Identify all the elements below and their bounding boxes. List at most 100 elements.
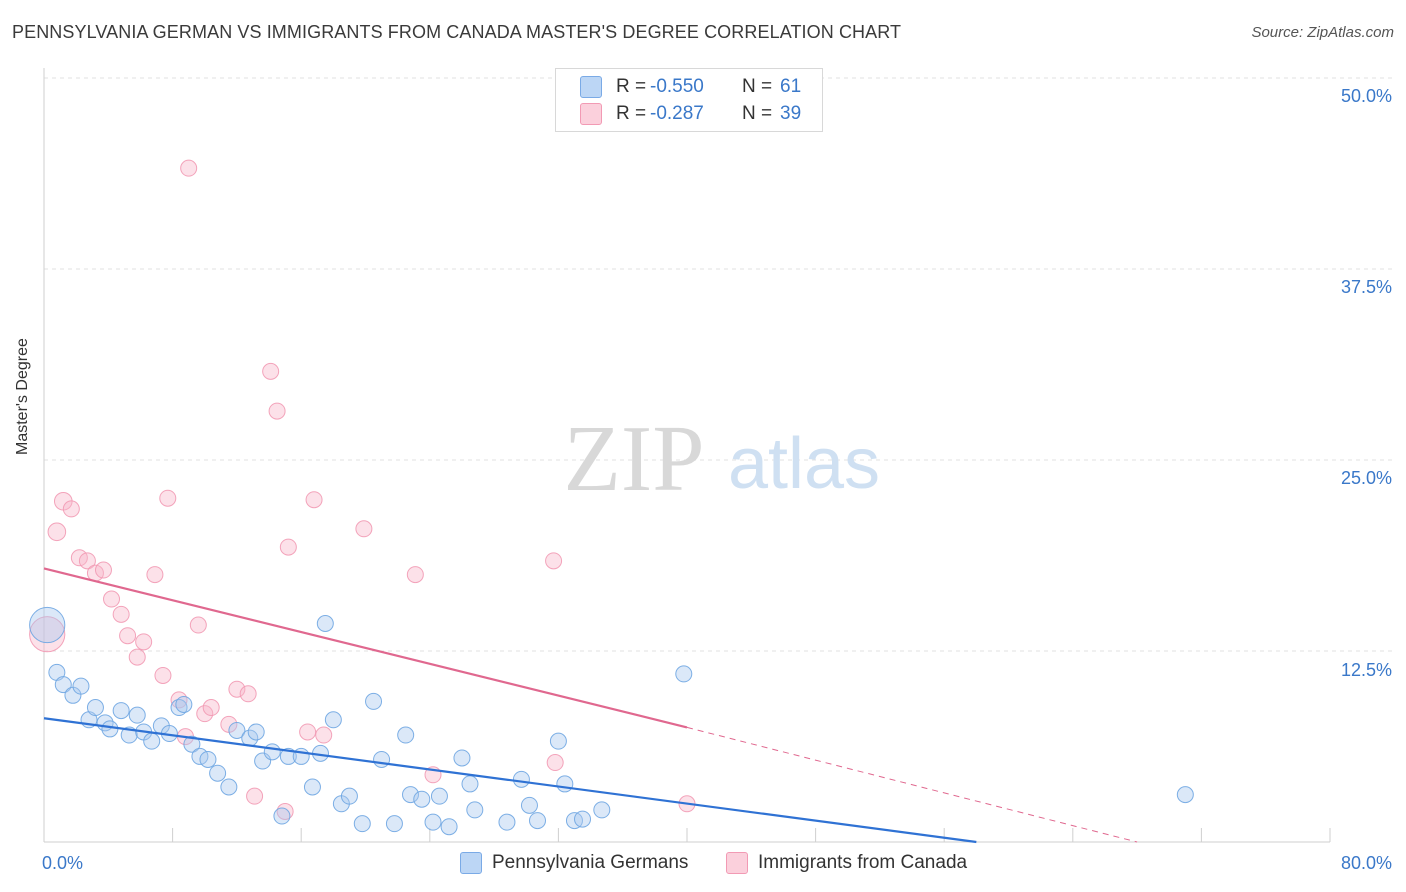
- data-point: [180, 159, 198, 177]
- y-tick-label-50: 50.0%: [1340, 86, 1392, 106]
- legend-n-value: 39: [780, 103, 802, 124]
- data-point: [183, 735, 201, 753]
- series-swatch-pink: [726, 852, 748, 874]
- data-point: [305, 491, 323, 509]
- legend-n-label: N =: [742, 76, 773, 97]
- data-point: [228, 721, 246, 739]
- data-point: [94, 561, 112, 579]
- legend-swatch-pink: [580, 103, 602, 125]
- data-point: [549, 732, 567, 750]
- data-point: [220, 778, 238, 796]
- data-point: [62, 500, 80, 518]
- data-point: [189, 616, 207, 634]
- data-point: [529, 812, 547, 830]
- correlation-legend: R = -0.550 N = 61 R = -0.287 N = 39: [555, 68, 823, 132]
- data-point: [520, 796, 538, 814]
- data-point: [196, 705, 214, 723]
- y-tick-label-37-5: 37.5%: [1340, 277, 1392, 297]
- data-point: [593, 801, 611, 819]
- data-point: [353, 815, 371, 833]
- data-point: [247, 723, 265, 741]
- data-point: [373, 750, 391, 768]
- data-point: [159, 489, 177, 507]
- data-point: [273, 807, 291, 825]
- legend-swatch-blue: [580, 76, 602, 98]
- legend-r-label: R =: [616, 76, 647, 97]
- data-point: [86, 699, 104, 717]
- chart-title: PENNSYLVANIA GERMAN VS IMMIGRANTS FROM C…: [12, 22, 902, 42]
- data-point: [413, 790, 431, 808]
- data-point: [29, 606, 66, 644]
- data-point: [546, 754, 564, 772]
- data-point: [461, 775, 479, 793]
- data-point: [72, 677, 90, 695]
- data-point: [498, 813, 516, 831]
- data-point: [315, 726, 333, 744]
- data-point: [556, 775, 574, 793]
- data-point: [424, 813, 442, 831]
- data-point: [209, 764, 227, 782]
- data-point: [263, 743, 281, 761]
- data-point: [268, 402, 286, 420]
- data-point: [128, 706, 146, 724]
- series-legend-blue[interactable]: Pennsylvania Germans: [460, 852, 688, 874]
- x-tick-label-0: 0.0%: [42, 853, 84, 873]
- data-point: [101, 720, 119, 738]
- data-point: [135, 633, 153, 651]
- legend-n-label: N =: [742, 103, 773, 124]
- trend-line-blue: [43, 717, 977, 844]
- data-point: [202, 699, 220, 717]
- data-point: [143, 732, 161, 750]
- trend-line-pink: [43, 567, 688, 729]
- data-point: [324, 711, 342, 729]
- legend-n-value: 61: [780, 76, 802, 97]
- watermark: ZIP atlas: [564, 407, 881, 511]
- data-point: [239, 685, 257, 703]
- watermark-atlas: atlas: [728, 424, 880, 504]
- data-point: [47, 522, 67, 542]
- data-point: [440, 818, 458, 836]
- data-point: [128, 648, 146, 666]
- data-point: [112, 702, 130, 720]
- axes: [43, 68, 1331, 843]
- data-point: [453, 749, 471, 767]
- data-point: [303, 778, 321, 796]
- series-pink-points: [29, 159, 696, 820]
- data-point: [262, 362, 280, 380]
- data-point: [146, 566, 164, 584]
- data-point: [385, 815, 403, 833]
- data-point: [175, 695, 193, 713]
- data-point: [154, 666, 172, 684]
- data-point: [355, 520, 373, 538]
- y-tick-label-12-5: 12.5%: [1340, 660, 1392, 680]
- legend-r-label: R =: [616, 103, 647, 124]
- y-tick-label-25: 25.0%: [1340, 468, 1392, 488]
- series-name-blue: Pennsylvania Germans: [492, 852, 689, 873]
- data-point: [103, 590, 121, 608]
- data-point: [512, 770, 530, 788]
- data-point: [276, 802, 294, 820]
- source-label: Source: ZipAtlas.com: [1251, 24, 1394, 41]
- data-point: [406, 566, 424, 584]
- series-legend-pink[interactable]: Immigrants from Canada: [726, 852, 967, 874]
- series-swatch-blue: [460, 852, 482, 874]
- data-point: [112, 605, 130, 623]
- data-point: [279, 538, 297, 556]
- data-point: [466, 801, 484, 819]
- grid-lines: [44, 77, 1392, 652]
- data-point: [430, 787, 448, 805]
- trend-line-pink-extension: [686, 726, 1138, 843]
- data-point: [279, 747, 297, 765]
- data-point: [1176, 786, 1194, 804]
- series-legend: Pennsylvania Germans Immigrants from Can…: [0, 852, 1406, 878]
- series-name-pink: Immigrants from Canada: [758, 852, 968, 873]
- data-point: [397, 726, 415, 744]
- data-point: [545, 552, 563, 570]
- data-point: [54, 676, 72, 694]
- data-point: [78, 552, 96, 570]
- data-point: [170, 699, 188, 717]
- series-blue-points: [29, 606, 1194, 836]
- legend-row-pink: R = -0.287 N = 39: [580, 102, 801, 126]
- y-axis-title: Master's Degree: [14, 338, 31, 455]
